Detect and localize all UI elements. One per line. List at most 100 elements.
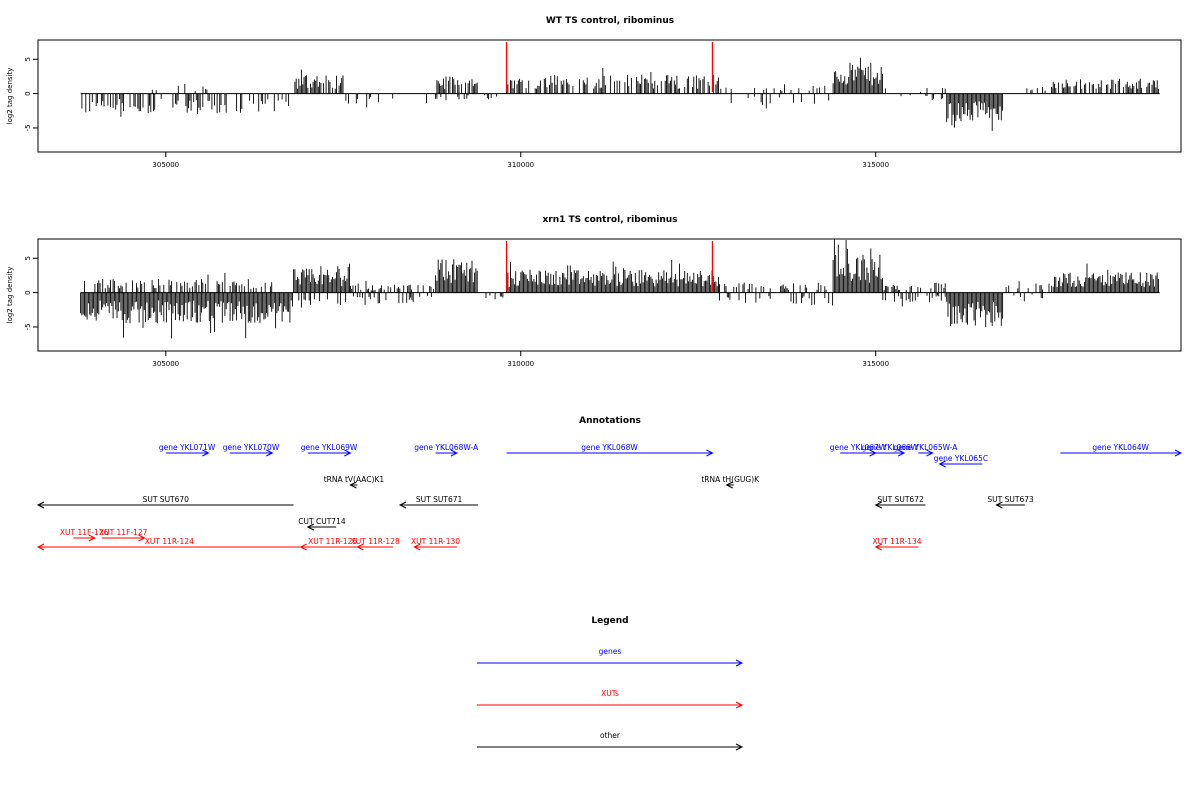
feature-label: gene YKL065C: [934, 454, 988, 463]
annotation-features: gene YKL071W gene YKL070W gene YKL069W gene…: [36, 443, 1183, 551]
strand-arrowhead: [349, 481, 357, 489]
strand-arrowhead: [202, 449, 210, 457]
strand-arrowhead: [413, 543, 421, 551]
feature-label: CUT CUT714: [298, 517, 346, 526]
annotation-feature: gene YKL064W: [1060, 443, 1183, 457]
feature-label: tRNA tV(AAC)K1: [324, 475, 385, 484]
feature-label: XUT 11R-128: [351, 537, 400, 546]
feature-label: XUT 11F-127: [99, 528, 148, 537]
strand-arrowhead: [36, 543, 45, 551]
feature-label: SUT SUT671: [416, 495, 463, 504]
strand-arrowhead: [938, 460, 946, 468]
y-tick-label: 0: [24, 290, 32, 294]
annotation-feature: gene YKL071W: [159, 443, 216, 457]
legend-label: genes: [599, 647, 622, 656]
panel-title: WT TS control, ribominus: [546, 16, 674, 26]
x-axis: 305000 310000 315000: [152, 152, 889, 169]
legend: Legend genes XUTs other: [477, 616, 744, 751]
annotation-feature: gene YKL066W: [862, 443, 919, 457]
x-tick-label: 315000: [862, 360, 889, 368]
legend-label: XUTs: [601, 689, 619, 698]
feature-label: tRNA tH(GUG)K: [701, 475, 760, 484]
signal-bars: [81, 57, 1159, 131]
annotation-feature: SUT SUT671: [398, 495, 479, 509]
strand-arrowhead: [735, 659, 744, 667]
strand-arrowhead: [1174, 449, 1183, 457]
annotation-feature: gene YKL065W-A: [893, 443, 958, 457]
x-tick-label: 315000: [862, 161, 889, 169]
strand-arrowhead: [138, 534, 146, 542]
feature-label: SUT SUT670: [143, 495, 190, 504]
annotation-feature: tRNA tH(GUG)K: [701, 475, 760, 489]
y-axis-label: log2 tag density: [6, 267, 14, 324]
annotation-feature: gene YKL068W: [506, 443, 714, 457]
strand-arrowhead: [299, 543, 307, 551]
strand-arrowhead: [356, 543, 364, 551]
annotation-feature: XUT 11R-125: [299, 537, 365, 551]
feature-label: gene YKL068W: [581, 443, 638, 452]
plot-frame: [37, 238, 1182, 352]
annotation-feature: XUT 11R-124: [36, 537, 301, 551]
strand-arrowhead: [874, 543, 882, 551]
annotation-feature: SUT SUT673: [987, 495, 1034, 509]
feature-label: gene YKL067W: [830, 443, 887, 452]
y-tick-label: 0: [24, 91, 32, 95]
feature-label: gene YKL069W: [301, 443, 358, 452]
x-axis: 305000 310000 315000: [152, 351, 889, 368]
strand-arrowhead: [344, 449, 352, 457]
annotation-feature: gene YKL069W: [301, 443, 358, 457]
feature-label: SUT SUT673: [987, 495, 1034, 504]
annotation-feature: SUT SUT670: [36, 495, 294, 509]
y-tick-label: -5: [24, 323, 32, 330]
feature-label: gene YKL064W: [1092, 443, 1149, 452]
legend-title: Legend: [591, 616, 628, 626]
strand-arrowhead: [995, 501, 1003, 509]
signal-bars: [80, 238, 1159, 339]
marker-lines: [505, 241, 714, 291]
annotation-feature: XUT 11F-126: [60, 528, 109, 542]
annotation-feature: XUT 11F-127: [99, 528, 148, 542]
strand-arrowhead: [735, 743, 744, 751]
feature-label: XUT 11R-134: [872, 537, 921, 546]
y-tick-label: 5: [24, 256, 32, 260]
annotation-feature: gene YKL070W: [223, 443, 280, 457]
strand-arrowhead: [735, 701, 744, 709]
plot-frame: [37, 39, 1182, 153]
panel-title: xrn1 TS control, ribominus: [542, 215, 677, 225]
strand-arrowhead: [874, 501, 882, 509]
x-tick-label: 305000: [152, 360, 179, 368]
annotations-track: Annotations gene YKL071W gene YKL070W gene…: [36, 416, 1183, 551]
strand-arrowhead: [88, 534, 96, 542]
legend-label: other: [600, 731, 621, 740]
y-axis: -5 0 5: [24, 57, 38, 131]
x-tick-label: 310000: [507, 161, 534, 169]
feature-label: SUT SUT672: [877, 495, 924, 504]
y-tick-label: -5: [24, 124, 32, 131]
feature-label: gene YKL066W: [862, 443, 919, 452]
strand-arrowhead: [398, 501, 407, 509]
x-tick-label: 310000: [507, 360, 534, 368]
strand-arrowhead: [706, 449, 714, 457]
feature-label: gene YKL065W-A: [893, 443, 958, 452]
strand-arrowhead: [450, 449, 458, 457]
legend-item: XUTs: [477, 689, 744, 709]
feature-label: XUT 11F-126: [60, 528, 109, 537]
feature-label: XUT 11R-124: [145, 537, 194, 546]
annotation-feature: gene YKL068W-A: [414, 443, 479, 457]
legend-items: genes XUTs other: [477, 647, 744, 751]
annotation-feature: tRNA tV(AAC)K1: [324, 475, 385, 489]
x-tick-label: 305000: [152, 161, 179, 169]
annotation-feature: XUT 11R-134: [872, 537, 922, 551]
y-axis: -5 0 5: [24, 256, 38, 330]
strand-arrowhead: [725, 481, 733, 489]
feature-label: gene YKL071W: [159, 443, 216, 452]
strand-arrowhead: [306, 523, 315, 531]
annotation-feature: CUT CUT714: [298, 517, 346, 531]
strand-arrowhead: [36, 501, 45, 509]
annotation-feature: XUT 11R-130: [411, 537, 460, 551]
marker-lines: [505, 42, 714, 92]
y-tick-label: 5: [24, 57, 32, 61]
panel-xrn1: xrn1 TS control, ribominus -5 0 5 305000 31…: [6, 215, 1182, 368]
